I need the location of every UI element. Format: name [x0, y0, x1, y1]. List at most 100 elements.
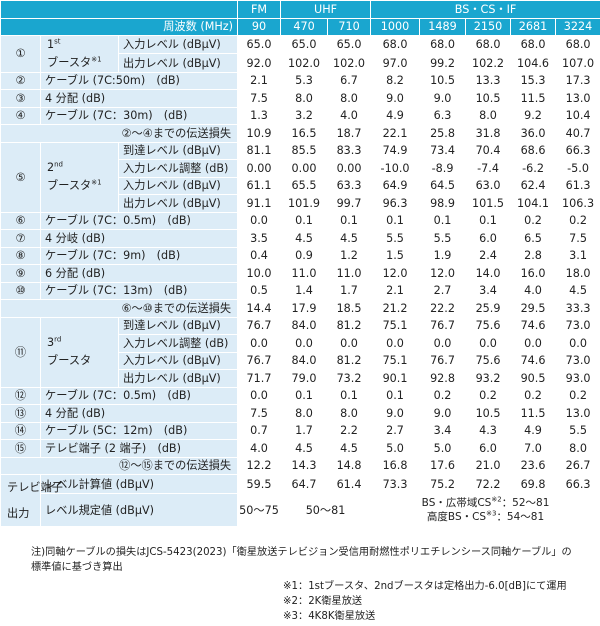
booster-2nd-adj-value: -10.0 [370, 159, 421, 178]
tap-4way-value: 6.5 [510, 229, 557, 248]
cable-7c-9m-value: 3.1 [555, 246, 600, 266]
tv-terminal-2port-value: 7.0 [510, 439, 557, 458]
cable-7c-0-5m-value: 0.0 [237, 211, 282, 231]
tv-terminal-2port-value: 5.0 [419, 439, 467, 458]
loss-6-10-value: 14.4 [237, 299, 282, 318]
booster-1st-out-value: 104.6 [510, 53, 557, 73]
booster-1st-in-value: 65.0 [280, 34, 329, 55]
splitter-6way-label: 6 分配 (dB) [39, 264, 239, 283]
cable-7c-50m-value: 8.2 [370, 71, 421, 91]
tv-terminal-2port-value: 4.5 [280, 439, 329, 458]
frequency-value: 3224 [555, 17, 600, 36]
booster-1st-out-value: 99.2 [419, 53, 467, 73]
loss-6-10-value: 21.2 [370, 299, 421, 318]
loss-2-4-row: ②～④までの伝送損失 10.9 16.5 18.7 22.1 25.8 31.8 36.0 40… [0, 124, 600, 143]
loss-12-15-value: 23.6 [510, 456, 557, 476]
booster-ordinal: 2 [47, 161, 55, 175]
tap-4way-value: 6.0 [465, 229, 512, 248]
booster-3rd-in-value: 76.7 [237, 351, 282, 371]
splitter-4way-2-value: 11.5 [510, 404, 557, 423]
booster-1st-in-value: 65.0 [327, 34, 372, 55]
tv-calc-value: 59.5 [237, 474, 282, 495]
booster-2nd-reach-value: 83.3 [327, 141, 372, 161]
booster-3rd-in-value: 76.7 [419, 351, 467, 371]
cable-loss-note: 注)同軸ケーブルの損失はJCS-5423(2023)「衛星放送テレビジョン受信用… [0, 546, 600, 576]
loss-12-15-value: 14.8 [327, 456, 372, 476]
booster-3rd-in-label: 入力レベル (dBμV) [117, 351, 239, 371]
cable-5c-12m-value: 2.7 [370, 421, 421, 441]
cable-7c-30m-value: 6.3 [419, 106, 467, 126]
loss-2-4-value: 31.8 [465, 124, 512, 143]
booster-3rd-out-value: 71.7 [237, 369, 282, 388]
booster-2nd-adj-label: 入力レベル調整 (dB) [117, 159, 239, 178]
cable-7c-30m-value: 4.9 [370, 106, 421, 126]
cable-7c-50m-value: 6.7 [327, 71, 372, 91]
tv-spec-label: レベル規定値 (dBμV) [39, 493, 239, 528]
cable-7c-13m-value: 4.0 [510, 281, 557, 301]
tv-terminal-2port-row: ⑮ テレビ端子 (2 端子) (dB) 4.0 4.5 4.5 5.0 5.0 6.0 7.0 8… [0, 439, 600, 458]
booster-1st-name: 1st ブースタ※1 [40, 35, 119, 73]
cable-7c-13m-value: 2.7 [419, 281, 467, 301]
booster-3rd-reach-value: 81.2 [327, 316, 372, 336]
booster-2nd-reach-row: ⑤ 2nd ブースタ※1 到達レベル (dBμV) 81.1 85.5 83.3 74.9 73… [0, 141, 600, 213]
booster-1st-in-label: 入力レベル (dBμV) [117, 34, 239, 55]
footnote-2: ※2：2K衛星放送 [283, 595, 363, 607]
cable-7c-50m-value: 2.1 [237, 71, 282, 91]
cable-7c-0-5m-value: 0.2 [555, 211, 600, 231]
advanced-bs-label: 高度BS・CS [426, 511, 487, 524]
cable-7c-0-5m-value: 0.2 [510, 211, 557, 231]
frequency-value: 1489 [419, 17, 467, 36]
tv-terminal-2port-value: 5.0 [370, 439, 421, 458]
booster-2nd-out-value: 101.5 [465, 194, 512, 213]
row-number: ④ [0, 106, 41, 126]
booster-2nd-reach-label: 到達レベル (dBμV) [117, 141, 239, 161]
row-number: ③ [0, 89, 41, 108]
splitter-4way-value: 7.5 [237, 89, 282, 108]
cable-7c-13m-value: 1.7 [327, 281, 372, 301]
loss-12-15-row: ⑫～⑮までの伝送損失 12.2 14.3 14.8 16.8 17.6 21.0 23.6 26… [0, 456, 600, 476]
tap-4way-value: 5.5 [370, 229, 421, 248]
booster-2nd-out-value: 99.7 [327, 194, 372, 213]
splitter-6way-value: 11.0 [280, 264, 329, 283]
bs-value: ：52～81 [501, 497, 550, 510]
tv-calc-value: 72.2 [465, 474, 512, 495]
row-number: ⑨ [0, 264, 41, 283]
tv-calc-value: 75.2 [419, 474, 467, 495]
booster-3rd-adj-row: 入力レベル調整 (dB) 0.0 0.0 0.0 0.0 0.0 0.0 0.0 0.0 [1, 334, 600, 353]
loss-2-4-value: 40.7 [555, 124, 600, 143]
booster-2nd-in-value: 61.1 [237, 176, 282, 196]
cable-7c-0-5m-2-value: 0.1 [280, 386, 329, 406]
booster-3rd-reach-row: ⑪ 3rd ブースタ 到達レベル (dBμV) 76.7 84.0 81.2 75.1 76.7… [0, 316, 600, 388]
bs-label: BS・広帯域CS [421, 497, 492, 510]
booster-3rd-out-value: 90.5 [510, 369, 557, 388]
cable-7c-9m-row: ⑧ ケーブル (7C：9m) (dB) 0.4 0.9 1.2 1.5 1.9 2.4 2.8 3… [0, 246, 600, 266]
booster-3rd-in-value: 73.0 [555, 351, 600, 371]
booster-ordinal: 1 [47, 38, 55, 51]
booster-3rd-out-value: 73.2 [327, 369, 372, 388]
booster-2nd-reach-value: 74.9 [370, 141, 421, 161]
booster-3rd-out-label: 出力レベル (dBμV) [117, 369, 239, 388]
tap-4way-value: 4.5 [280, 229, 329, 248]
cable-7c-9m-value: 1.2 [327, 246, 372, 266]
advanced-bs-note-mark: ※3 [486, 509, 497, 518]
booster-2nd-adj-value: 0.00 [237, 159, 282, 178]
booster-name: 3rd ブースタ [47, 334, 118, 370]
splitter-6way-value: 12.0 [419, 264, 467, 283]
booster-2nd-reach-value: 73.4 [419, 141, 467, 161]
booster-3rd-reach-label: 到達レベル (dBμV) [117, 316, 239, 336]
tv-spec-uhf: 50～81 [280, 493, 372, 528]
booster-2nd-out-value: 104.1 [510, 194, 557, 213]
booster-2nd-reach-value: 70.4 [465, 141, 512, 161]
booster-label: ブースタ [47, 179, 92, 193]
cable-7c-0-5m-value: 0.1 [280, 211, 329, 231]
booster-2nd-adj-value: -6.2 [510, 159, 557, 178]
tv-output-label-line-2: 出力 [7, 506, 30, 520]
booster-3rd-in-value: 81.2 [327, 351, 372, 371]
cable-7c-13m-value: 1.4 [280, 281, 329, 301]
cable-5c-12m-value: 3.4 [419, 421, 467, 441]
booster-1st-in-value: 68.0 [370, 34, 421, 55]
booster-3rd-reach-value: 76.7 [237, 316, 282, 336]
booster-3rd-reach-value: 73.0 [555, 316, 600, 336]
